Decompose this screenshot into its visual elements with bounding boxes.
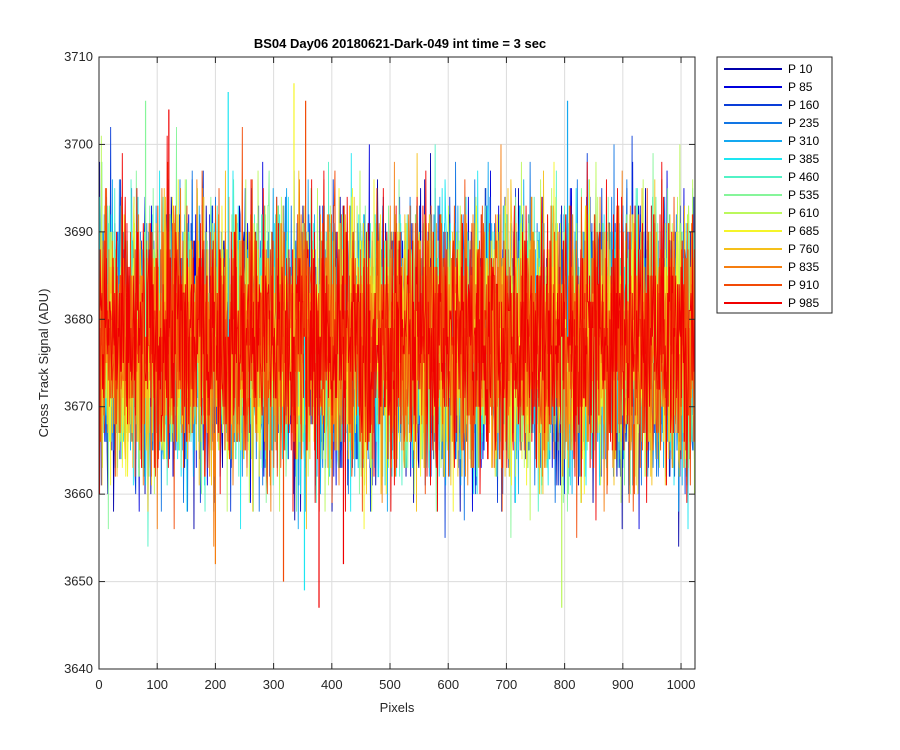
legend-label: P 10 xyxy=(788,62,813,76)
legend-label: P 910 xyxy=(788,278,819,292)
x-axis-label: Pixels xyxy=(380,700,415,715)
series-line xyxy=(98,135,696,521)
x-tick-label: 600 xyxy=(437,677,459,692)
extreme-points xyxy=(144,83,569,608)
legend-box xyxy=(716,56,833,314)
y-tick-label: 3700 xyxy=(64,136,93,151)
x-tick-label: 0 xyxy=(95,677,102,692)
legend-label: P 160 xyxy=(788,98,819,112)
legend-label: P 835 xyxy=(788,260,819,274)
legend-items: P 10 P 85 P 160 P 235 P 310 P 385 P 460 P 535 P … xyxy=(724,62,819,310)
legend-label: P 385 xyxy=(788,152,819,166)
legend-label: P 535 xyxy=(788,188,819,202)
legend-label: P 985 xyxy=(788,296,819,310)
x-tick-label: 900 xyxy=(612,677,634,692)
x-tick-label: 700 xyxy=(496,677,518,692)
plot-frame xyxy=(98,56,696,670)
x-tick-label: 800 xyxy=(554,677,576,692)
y-axis-label: Cross Track Signal (ADU) xyxy=(36,289,51,438)
y-tick-label: 3710 xyxy=(64,49,93,64)
x-tick-label: 400 xyxy=(321,677,343,692)
x-tick-label: 300 xyxy=(263,677,285,692)
chart-title: BS04 Day06 20180621-Dark-049 int time = … xyxy=(254,36,546,51)
legend-label: P 685 xyxy=(788,224,819,238)
y-axis-ticks: 3640 3650 3660 3670 3680 3690 3700 3710 xyxy=(64,49,695,676)
legend-label: P 235 xyxy=(788,116,819,130)
y-tick-label: 3660 xyxy=(64,486,93,501)
x-tick-label: 1000 xyxy=(667,677,696,692)
legend-label: P 460 xyxy=(788,170,819,184)
legend-label: P 760 xyxy=(788,242,819,256)
x-tick-label: 200 xyxy=(205,677,227,692)
y-tick-label: 3650 xyxy=(64,574,93,589)
legend-label: P 310 xyxy=(788,134,819,148)
x-axis-ticks: 0 100 200 300 400 500 600 700 800 900 1000 xyxy=(95,57,695,692)
legend: P 10 P 85 P 160 P 235 P 310 P 385 P 460 P 535 P … xyxy=(716,56,833,314)
y-tick-label: 3680 xyxy=(64,311,93,326)
legend-label: P 85 xyxy=(788,80,813,94)
series-group xyxy=(98,126,696,547)
y-tick-label: 3690 xyxy=(64,224,93,239)
plot-area xyxy=(98,56,696,670)
y-tick-label: 3670 xyxy=(64,399,93,414)
x-tick-label: 500 xyxy=(379,677,401,692)
y-tick-label: 3640 xyxy=(64,661,93,676)
x-tick-label: 100 xyxy=(146,677,168,692)
legend-label: P 610 xyxy=(788,206,819,220)
